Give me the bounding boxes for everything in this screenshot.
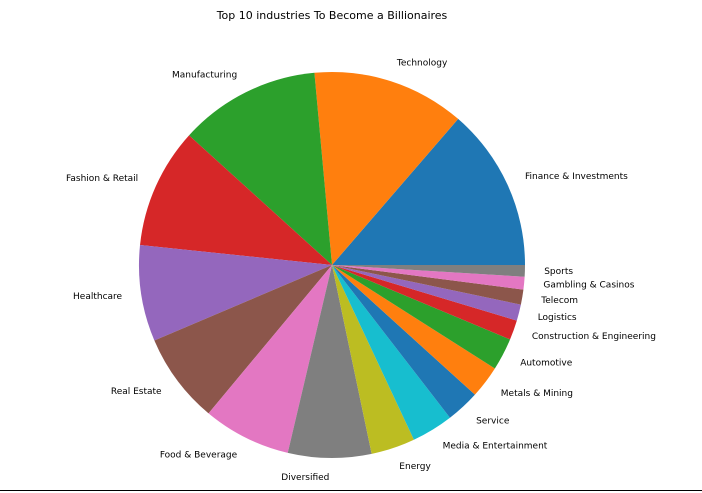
pie-labels: Finance & Investments Technology Manufactu… <box>66 58 656 482</box>
pie-slice <box>332 265 414 454</box>
pie-slice <box>332 265 524 305</box>
pie-slice <box>332 265 517 340</box>
slice-label: Real Estate <box>111 387 162 397</box>
slice-label: Metals & Mining <box>501 389 573 399</box>
pie-slice <box>287 265 372 459</box>
slice-label: Media & Entertainment <box>443 442 548 452</box>
pie-slice <box>154 265 332 414</box>
pie-slice <box>332 265 511 369</box>
pie-slice <box>332 265 525 277</box>
slice-label: Diversified <box>281 473 329 483</box>
bottom-border <box>0 490 702 491</box>
pie-slice <box>208 265 332 453</box>
pie-slice <box>332 265 521 321</box>
pie-slice <box>332 118 526 266</box>
slice-label: Technology <box>396 58 448 68</box>
pie-slice <box>332 265 495 395</box>
slice-label: Healthcare <box>73 292 123 302</box>
slice-label: Telecom <box>540 296 578 306</box>
slice-label: Logistics <box>538 313 577 323</box>
slice-label: Energy <box>399 462 431 472</box>
slice-label: Finance & Investments <box>525 172 628 182</box>
slice-label: Automotive <box>520 359 573 369</box>
slice-label: Service <box>476 416 510 426</box>
pie-slice <box>332 265 525 290</box>
pie-slice <box>138 245 332 341</box>
pie-slice <box>332 265 450 440</box>
slice-label: Gambling & Casinos <box>543 281 634 291</box>
slice-label: Manufacturing <box>172 71 237 81</box>
pie-slice <box>189 72 332 265</box>
pie-slice <box>332 265 475 418</box>
pie-slices <box>138 71 526 459</box>
pie-slice <box>140 135 332 265</box>
chart-title: Top 10 industries To Become a Billionair… <box>216 9 448 22</box>
slice-label: Food & Beverage <box>160 451 238 461</box>
pie-slice <box>314 71 459 265</box>
slice-label: Construction & Engineering <box>532 332 656 342</box>
slice-label: Sports <box>544 267 573 277</box>
slice-label: Fashion & Retail <box>66 174 138 184</box>
